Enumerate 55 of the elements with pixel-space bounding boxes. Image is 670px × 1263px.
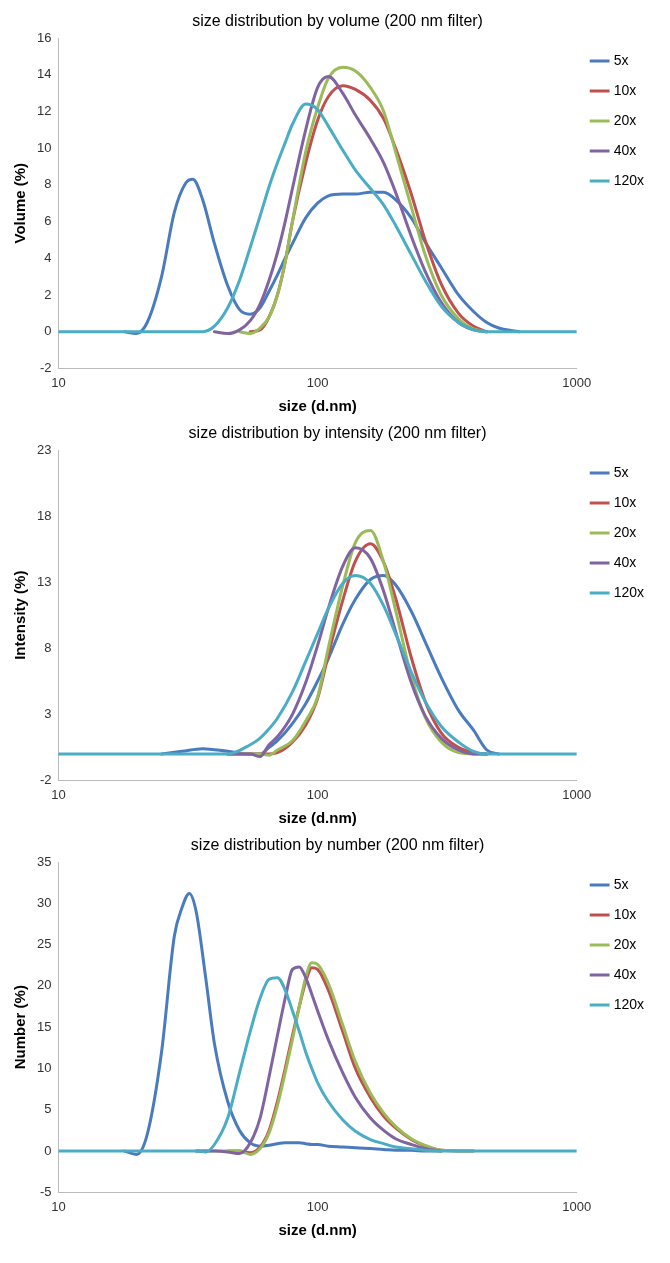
- y-tick-label: 13: [36, 573, 52, 589]
- y-tick-label: 5: [44, 1101, 52, 1117]
- y-tick-label: 2: [44, 286, 52, 302]
- y-tick-label: 12: [36, 103, 52, 118]
- legend-label: 40x: [613, 141, 637, 158]
- y-tick-label: 25: [36, 936, 52, 952]
- y-tick-label: 4: [44, 249, 52, 265]
- legend-label: 20x: [613, 523, 637, 540]
- legend-label: 120x: [613, 171, 644, 188]
- x-tick-label: 100: [306, 374, 329, 390]
- chart-title: size distribution by volume (200 nm filter): [192, 12, 483, 30]
- y-tick-label: 20: [36, 977, 52, 993]
- legend-label: 10x: [613, 493, 637, 510]
- y-tick-label: -5: [39, 1183, 52, 1199]
- legend-label: 40x: [613, 965, 637, 982]
- y-tick-label: 0: [44, 323, 52, 339]
- legend-label: 5x: [613, 463, 629, 480]
- y-tick-label: 10: [36, 139, 52, 155]
- x-tick-label: 1000: [562, 374, 592, 390]
- legend-label: 120x: [613, 583, 644, 600]
- legend-label: 10x: [613, 905, 637, 922]
- legend-label: 20x: [613, 935, 637, 952]
- y-tick-label: -2: [39, 359, 52, 375]
- y-tick-label: 16: [36, 29, 52, 45]
- y-tick-label: 0: [44, 1142, 52, 1158]
- y-axis-title: Intensity (%): [11, 570, 29, 660]
- legend-label: 20x: [613, 111, 637, 128]
- legend-label: 120x: [613, 995, 644, 1012]
- y-tick-label: 35: [36, 853, 52, 869]
- y-tick-label: 15: [36, 1018, 52, 1034]
- x-tick-label: 100: [306, 1198, 329, 1214]
- chart-title: size distribution by intensity (200 nm filter): [188, 424, 487, 442]
- x-axis-title: size (d.nm): [278, 809, 357, 827]
- legend-label: 5x: [613, 875, 629, 892]
- y-axis-title: Volume (%): [11, 162, 29, 244]
- y-tick-label: 10: [36, 1060, 52, 1076]
- y-tick-label: 6: [44, 213, 52, 229]
- y-tick-label: 14: [36, 66, 52, 82]
- legend-label: 5x: [613, 51, 629, 68]
- y-axis-title: Number (%): [11, 985, 29, 1070]
- x-tick-label: 1000: [562, 1198, 592, 1214]
- y-tick-label: 23: [36, 441, 52, 457]
- legend-label: 40x: [613, 553, 637, 570]
- legend-label: 10x: [613, 81, 637, 98]
- y-tick-label: 8: [44, 176, 52, 192]
- y-tick-label: 3: [44, 705, 52, 721]
- x-axis-title: size (d.nm): [278, 1221, 357, 1239]
- y-tick-label: 8: [44, 639, 52, 655]
- x-axis-title: size (d.nm): [278, 397, 357, 415]
- x-tick-label: 100: [306, 786, 329, 802]
- y-tick-label: 30: [36, 894, 52, 910]
- chart-title: size distribution by number (200 nm filter): [190, 836, 485, 854]
- y-tick-label: 18: [36, 507, 52, 523]
- y-tick-label: -2: [39, 771, 52, 787]
- x-tick-label: 1000: [562, 786, 592, 802]
